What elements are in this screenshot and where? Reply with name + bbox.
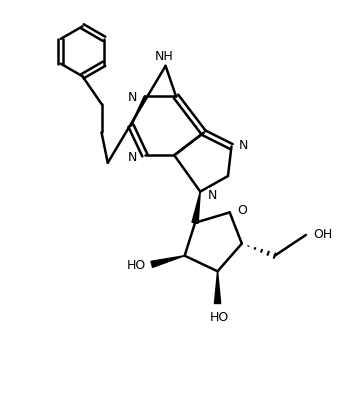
Polygon shape [151,256,185,268]
Text: N: N [208,188,217,201]
Text: N: N [128,91,137,104]
Text: O: O [237,204,247,217]
Text: HO: HO [126,258,145,271]
Polygon shape [192,192,200,224]
Text: N: N [128,151,137,164]
Text: NH: NH [155,49,173,62]
Text: HO: HO [210,310,229,323]
Text: N: N [239,139,249,152]
Text: OH: OH [313,227,332,240]
Polygon shape [214,272,221,304]
